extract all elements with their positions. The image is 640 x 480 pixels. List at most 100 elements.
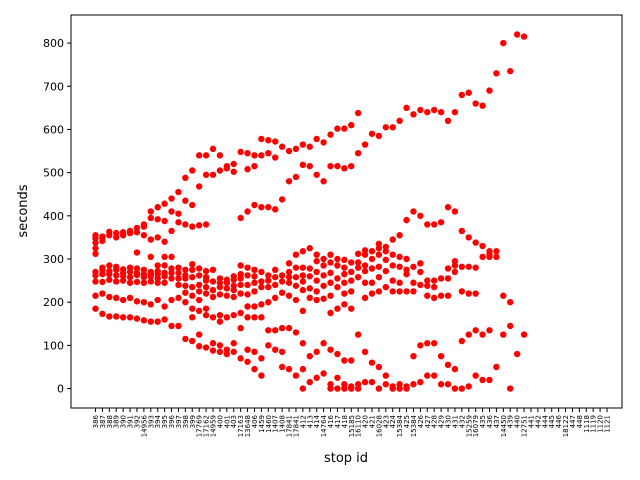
data-point [258, 135, 265, 143]
data-point [189, 337, 196, 345]
data-point [278, 272, 286, 279]
data-point [341, 165, 348, 172]
x-tick-label: 447 [569, 415, 577, 428]
data-point [244, 346, 251, 353]
data-point [154, 267, 161, 275]
data-point [299, 307, 307, 315]
data-point [223, 346, 231, 353]
plot-area [71, 15, 622, 408]
data-point [292, 273, 300, 281]
x-tick-label: 444 [541, 414, 549, 428]
x-tick-label: 395 [161, 415, 169, 428]
data-point [437, 292, 445, 299]
data-point [375, 240, 383, 248]
data-point [202, 221, 210, 228]
data-point [306, 294, 313, 302]
data-point [265, 137, 272, 144]
data-point [216, 152, 224, 159]
data-point [465, 263, 472, 270]
data-point [209, 171, 217, 178]
data-point [368, 279, 376, 286]
data-point [265, 149, 272, 157]
data-point [272, 266, 279, 274]
data-point [306, 265, 313, 272]
data-point [278, 278, 286, 285]
data-point [410, 288, 417, 295]
data-point [472, 100, 479, 107]
data-point [334, 125, 341, 132]
data-point [216, 275, 224, 282]
x-tick-label: 15384 [410, 414, 418, 437]
data-point [237, 290, 244, 297]
data-point [251, 314, 258, 321]
data-point [465, 290, 472, 297]
x-tick-label: 1408 [279, 415, 287, 433]
data-point [368, 290, 376, 297]
x-tick-label: 14959 [210, 415, 218, 437]
data-point [444, 275, 452, 282]
data-point [493, 70, 500, 77]
data-point [465, 383, 472, 390]
x-tick-label: 412 [299, 415, 307, 428]
data-point [265, 272, 272, 279]
data-point [500, 292, 507, 299]
data-point [375, 363, 383, 371]
data-point [327, 269, 334, 277]
data-point [479, 331, 486, 338]
data-point [348, 357, 355, 364]
data-point [119, 314, 127, 321]
data-point [430, 106, 438, 114]
data-point [189, 223, 196, 230]
data-point [417, 260, 424, 267]
data-point [444, 265, 452, 272]
data-point [458, 288, 466, 295]
x-tick-label: 390 [120, 415, 128, 428]
data-point [251, 288, 258, 295]
data-point [341, 279, 348, 286]
data-point [92, 292, 99, 299]
data-point [106, 228, 113, 235]
data-point [396, 279, 403, 286]
data-point [223, 162, 231, 170]
data-point [348, 277, 355, 284]
data-point [251, 365, 258, 373]
data-point [479, 102, 486, 109]
data-point [258, 283, 265, 291]
data-point [348, 305, 355, 312]
data-point [361, 247, 369, 254]
data-point [133, 265, 141, 272]
data-point [265, 277, 272, 284]
data-point [424, 277, 431, 284]
data-point [306, 273, 313, 280]
data-point [99, 233, 106, 240]
y-axis-label: seconds [16, 184, 31, 237]
data-point [133, 249, 141, 256]
data-point [486, 327, 493, 334]
x-tick-label: 1118 [583, 415, 591, 433]
data-point [209, 145, 217, 153]
x-tick-label: 17841 [292, 415, 300, 437]
x-axis: 3863873883893903913921495639339439539639… [92, 408, 612, 437]
data-point [458, 227, 466, 235]
data-point [182, 174, 189, 182]
data-point [161, 279, 168, 286]
data-point [354, 264, 362, 271]
data-point [320, 262, 327, 269]
x-tick-label: 389 [113, 415, 121, 428]
data-point [278, 348, 286, 356]
data-point [237, 214, 244, 222]
data-point [368, 265, 376, 272]
data-point [168, 265, 175, 272]
x-tick-label: 14764 [320, 414, 328, 437]
x-tick-label: 16079 [472, 415, 480, 437]
data-point [189, 273, 196, 281]
data-point [348, 121, 355, 129]
data-point [306, 162, 313, 170]
data-point [285, 324, 293, 332]
data-point [147, 301, 154, 308]
data-point [472, 264, 479, 271]
data-point [126, 279, 134, 286]
data-point [161, 262, 168, 269]
plot-frame [70, 14, 623, 409]
data-point [216, 348, 224, 356]
